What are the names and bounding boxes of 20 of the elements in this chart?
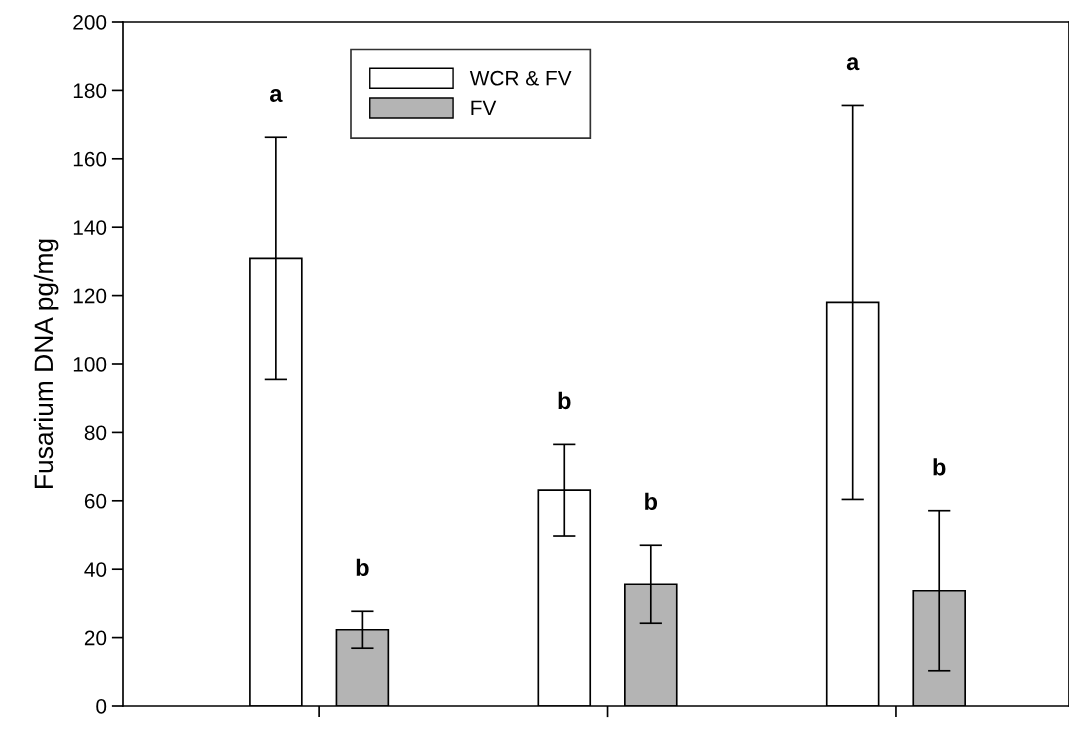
- y-tick-label: 20: [84, 630, 107, 646]
- legend-label: FV: [471, 100, 497, 116]
- annotation: b: [558, 391, 571, 410]
- annotation: a: [846, 57, 860, 71]
- y-tick-label: 140: [73, 220, 107, 235]
- y-axis-title: Fusarium DNA pg/mg: [33, 239, 59, 488]
- y-tick-label: 120: [73, 288, 107, 304]
- y-tick-label: 0: [96, 699, 107, 714]
- y-tick-label: 60: [84, 493, 107, 509]
- annotation: b: [645, 492, 658, 511]
- annotation: a: [269, 89, 283, 103]
- annotation: b: [933, 458, 946, 476]
- y-tick-label: 180: [73, 83, 107, 99]
- y-tick-label: 40: [84, 562, 107, 577]
- legend-label: WCR & FV: [469, 70, 572, 86]
- y-tick-label: 160: [73, 151, 107, 167]
- y-tick-label: 80: [84, 425, 107, 441]
- y-tick-label: 200: [73, 15, 107, 30]
- y-tick-label: 100: [73, 357, 107, 372]
- annotation: b: [356, 558, 369, 577]
